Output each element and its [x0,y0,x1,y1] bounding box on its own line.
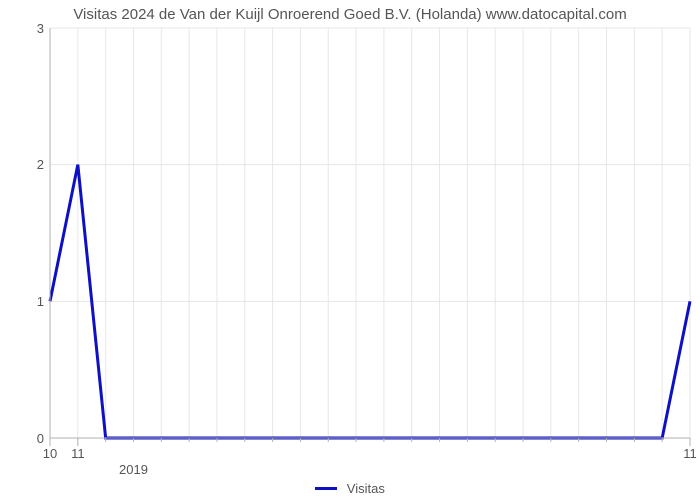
legend-swatch [315,487,337,490]
x-tick-label: 11 [71,446,85,461]
legend: Visitas [0,480,700,496]
x-tick-label: 10 [43,446,57,461]
chart-root: Visitas 2024 de Van der Kuijl Onroerend … [0,0,700,500]
y-tick-label: 3 [37,21,44,36]
y-tick-label: 2 [37,157,44,172]
x-axis-secondary-label: 2019 [119,462,148,477]
plot-svg [50,28,690,450]
x-tick-label: 11 [683,446,697,461]
plot-area [50,28,690,438]
y-tick-label: 0 [37,431,44,446]
chart-title: Visitas 2024 de Van der Kuijl Onroerend … [0,6,700,23]
y-tick-label: 1 [37,294,44,309]
legend-label: Visitas [347,481,385,496]
